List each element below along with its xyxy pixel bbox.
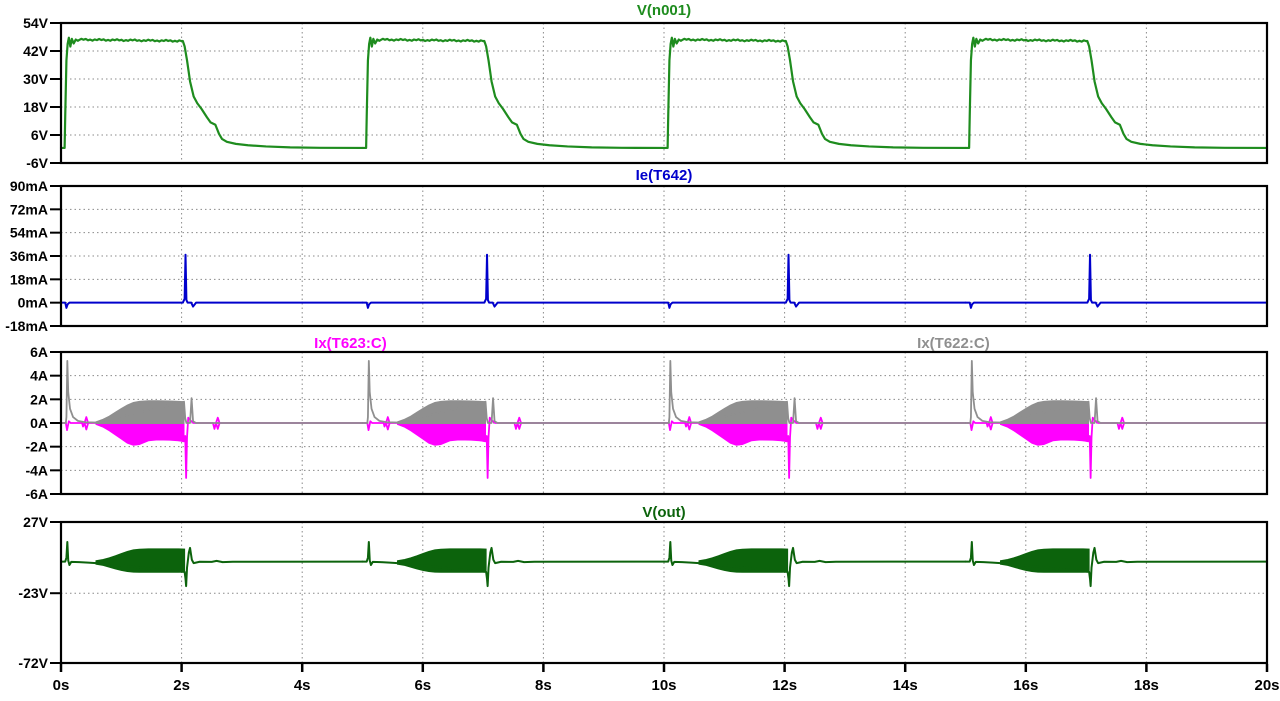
pane-title: Ix(T622:C) [917,335,990,352]
x-tick-label: 12s [772,677,797,694]
trace-band-V(out) [396,548,487,573]
trace-line-Ix(T623:C) [60,416,364,479]
y-tick-label: 2A [30,391,48,407]
y-tick-label: 30V [23,71,49,87]
trace-line-V(n001) [59,36,364,150]
pane-title: V(n001) [637,2,691,19]
trace-band-V(out) [698,548,789,573]
y-tick-label: 0A [30,415,48,431]
trace-line-Ix(T623:C) [663,416,967,479]
pane-border [59,184,1269,328]
trace-line-V(n001) [662,36,967,150]
y-tick-label: -18mA [5,318,48,334]
pane-title: Ie(T642) [636,167,693,184]
y-tick-label: -2A [25,439,48,455]
trace-line-Ix(T622:C) [60,359,364,424]
trace-line-Ie(T642) [663,253,967,309]
trace-line-Ix(T622:C) [361,359,665,424]
pane-border [59,520,1269,665]
trace-line-Ix(T623:C) [964,416,1268,479]
trace-line-V(out) [964,540,1268,588]
x-tick-label: 18s [1134,677,1159,694]
x-axis: 0s 2s 4s 6s 8s 10s 12s 14s 16s 18s 20s [53,664,1280,694]
pane-border [59,350,1269,496]
x-tick-label: 16s [1013,677,1038,694]
y-tick-label: 36mA [10,248,48,264]
x-tick-label: 14s [893,677,918,694]
trace-line-V(out) [663,540,967,588]
trace-line-Ix(T623:C) [361,416,665,479]
pane-border [59,21,1269,165]
pane-title: Ix(T623:C) [314,335,387,352]
y-tick-label: 6V [31,127,49,143]
y-tick-label: 6A [30,344,48,360]
y-tick-label: 54mA [10,225,48,241]
trace-line-Ie(T642) [361,253,665,309]
y-tick-label: 18V [23,99,49,115]
trace-line-Ix(T622:C) [663,359,967,424]
pane-title: V(out) [642,504,685,521]
y-tick-label: -6A [25,486,48,502]
pane-3: 6A 4A 2A 0A -2A -4A -6A Ix(T623:C) Ix(T622:C) [25,335,1269,502]
trace-band-V(out) [95,548,186,573]
y-tick-label: -6V [26,155,48,171]
y-tick-label: 0mA [18,295,48,311]
x-tick-label: 10s [651,677,676,694]
pane-1: 54V 42V 30V 18V 6V -6V V(n001) [23,2,1269,171]
x-tick-label: 4s [294,677,311,694]
y-tick-label: -72V [18,655,48,671]
trace-line-V(out) [60,540,364,588]
x-tick-label: 2s [173,677,190,694]
trace-line-V(out) [361,540,665,588]
pane-2: 90mA 72mA 54mA 36mA 18mA 0mA -18mA Ie(T642) [5,167,1269,334]
trace-line-Ie(T642) [60,253,364,309]
trace-line-Ix(T622:C) [964,359,1268,424]
x-tick-label: 8s [535,677,552,694]
y-tick-label: 27V [23,514,49,530]
x-tick-label: 20s [1254,677,1279,694]
trace-band-V(out) [999,548,1090,573]
x-tick-label: 6s [414,677,431,694]
y-tick-label: 72mA [10,201,48,217]
y-tick-label: 4A [30,368,48,384]
y-tick-label: 42V [23,43,49,59]
trace-line-V(n001) [964,36,1269,150]
pane-4: 27V -23V -72V V(out) [18,504,1269,671]
y-tick-label: 90mA [10,178,48,194]
trace-line-Ie(T642) [964,253,1268,309]
trace-line-V(n001) [361,36,666,150]
y-tick-label: -23V [18,585,48,601]
y-tick-label: 54V [23,15,49,31]
x-tick-label: 0s [53,677,70,694]
y-tick-label: 18mA [10,271,48,287]
y-tick-label: -4A [25,462,48,478]
